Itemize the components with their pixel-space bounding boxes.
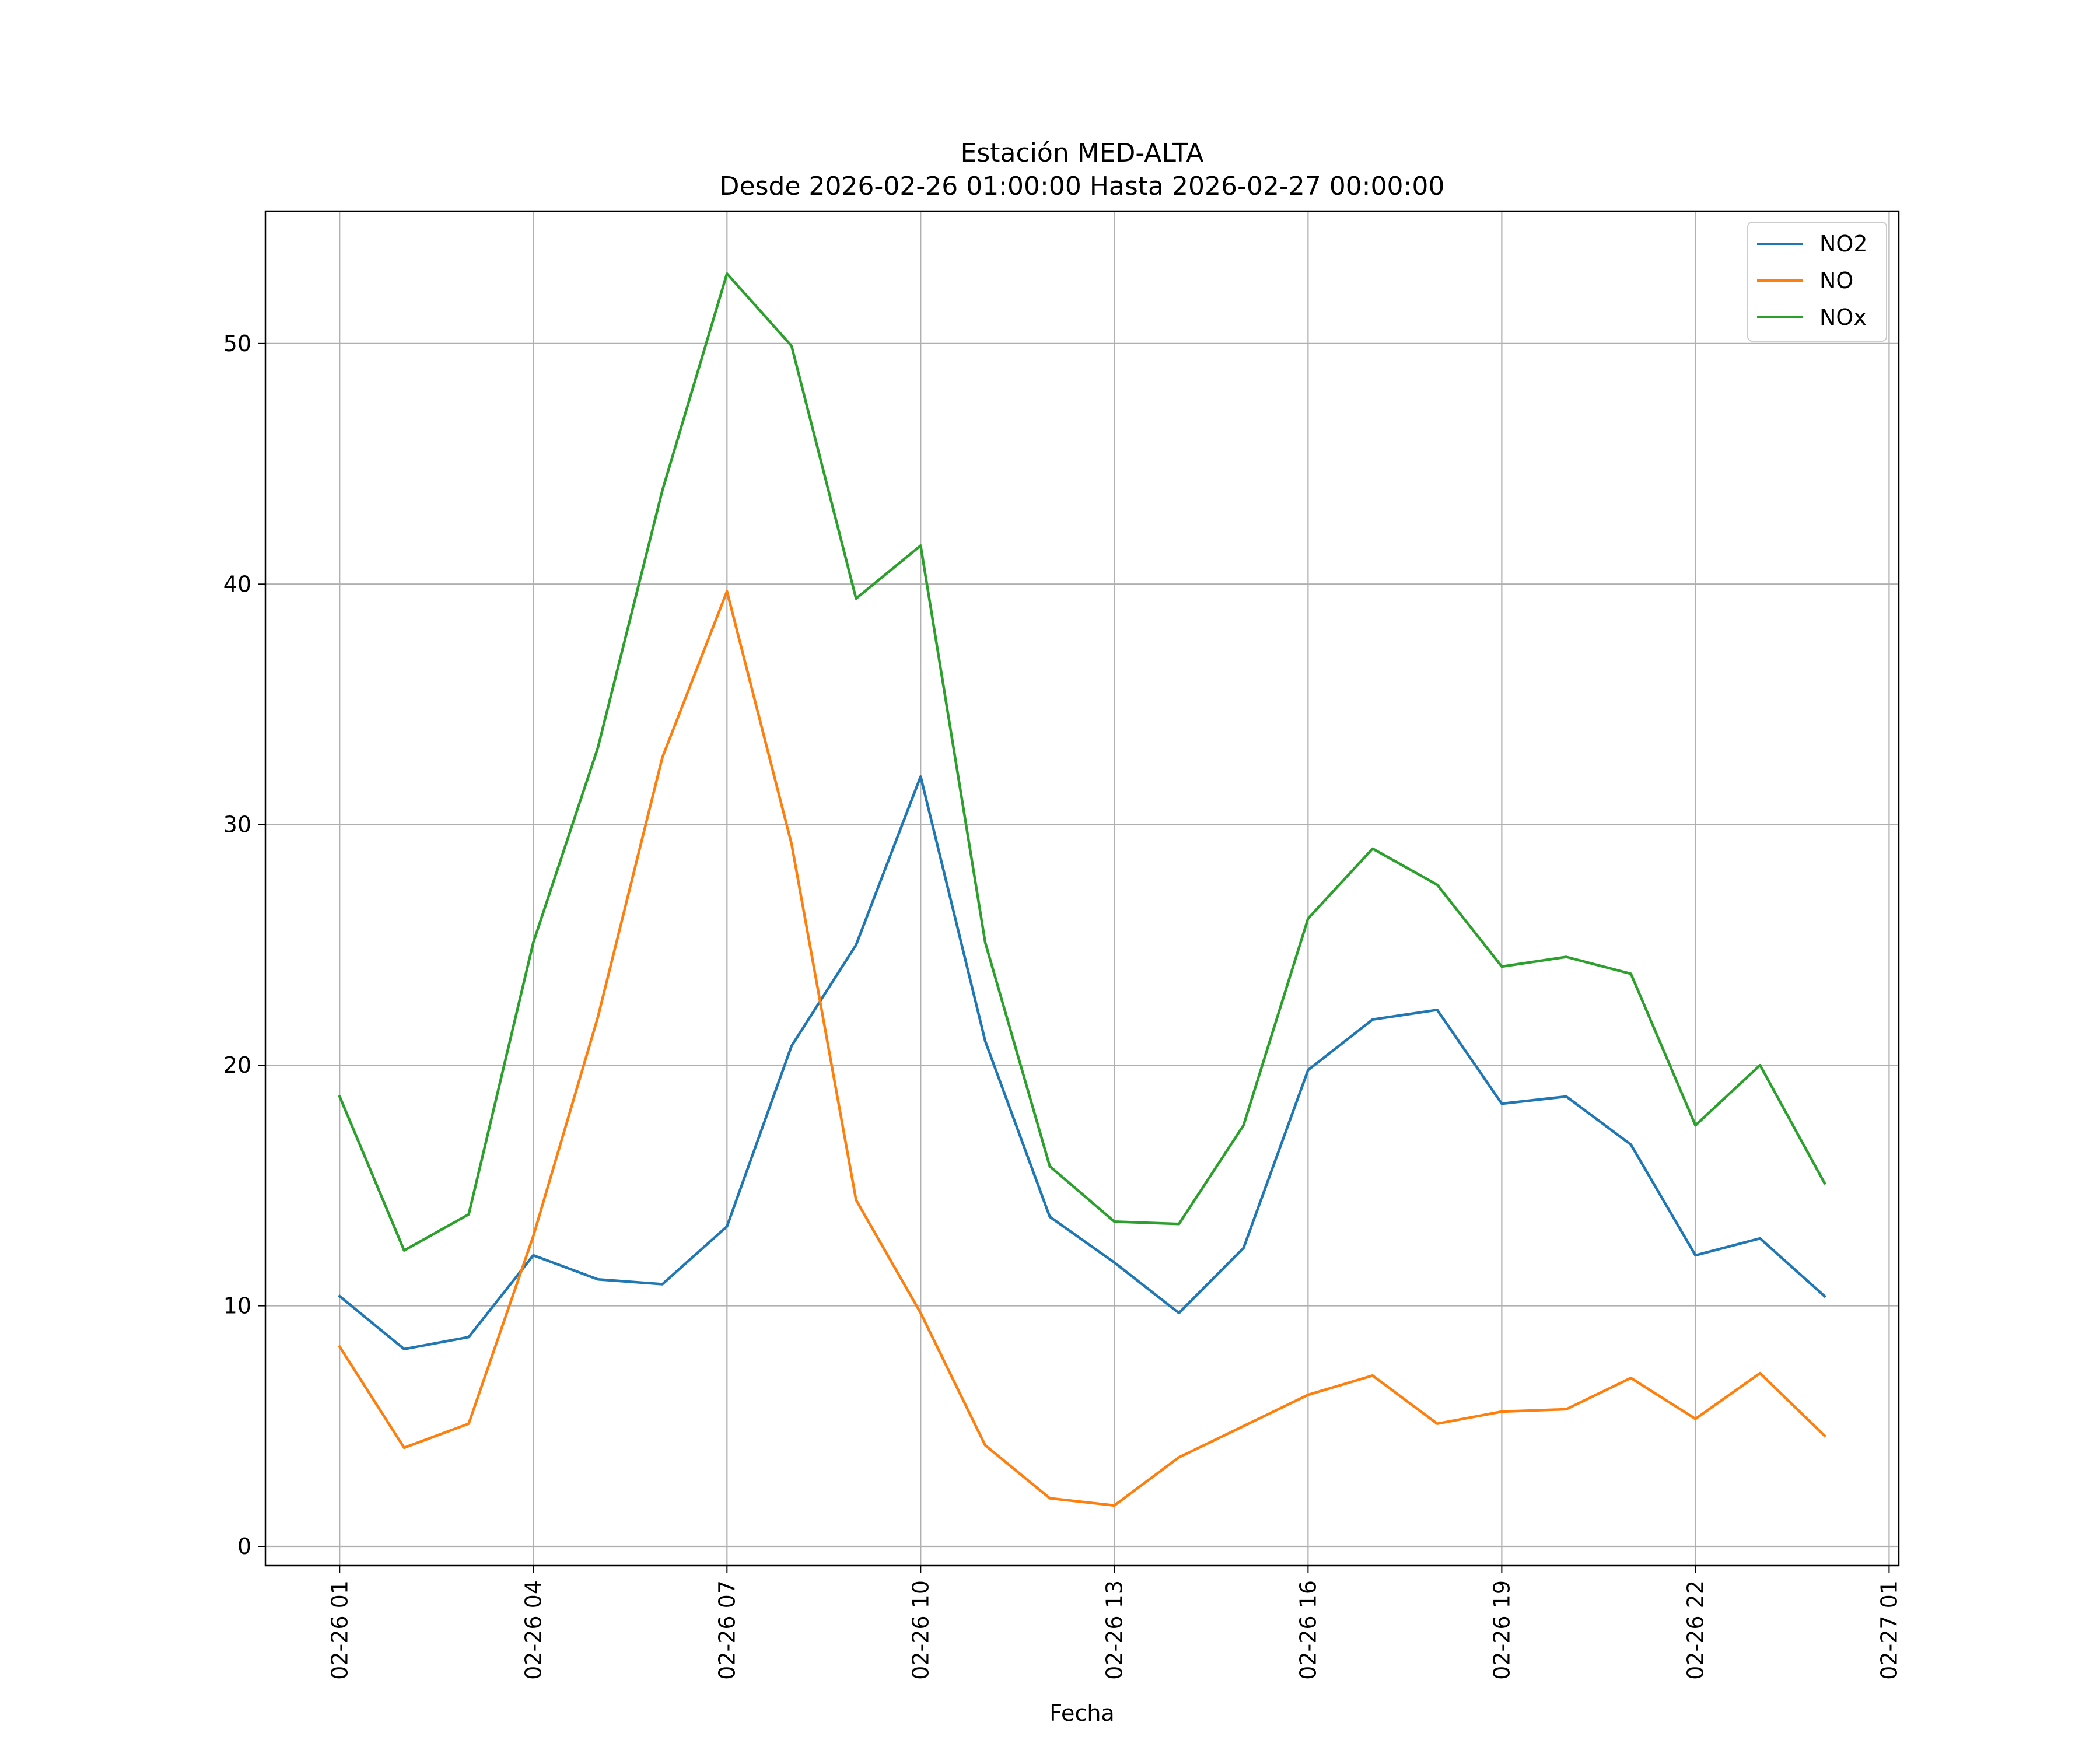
series-lines bbox=[338, 272, 1826, 1507]
x-tick-label: 02-26 19 bbox=[1489, 1580, 1514, 1680]
series-line-no bbox=[338, 590, 1826, 1507]
legend: NO2 NO NOx bbox=[1747, 222, 1887, 342]
x-tick-label: 02-26 04 bbox=[520, 1580, 546, 1680]
legend-label-no: NO bbox=[1819, 268, 1853, 293]
y-tick-label: 50 bbox=[223, 331, 251, 356]
x-tick-label: 02-26 13 bbox=[1101, 1580, 1127, 1680]
x-tick-label: 02-27 01 bbox=[1876, 1580, 1902, 1680]
chart-subtitle: Desde 2026-02-26 01:00:00 Hasta 2026-02-… bbox=[720, 172, 1445, 201]
y-tick-label: 0 bbox=[237, 1534, 251, 1559]
chart-title: Estación MED-ALTA bbox=[961, 138, 1204, 168]
y-tick-label: 20 bbox=[223, 1052, 251, 1078]
legend-label-nox: NOx bbox=[1819, 304, 1867, 330]
x-tick-label: 02-26 07 bbox=[714, 1580, 740, 1680]
x-tick-label: 02-26 16 bbox=[1295, 1580, 1321, 1680]
series-line-nox bbox=[338, 272, 1826, 1252]
legend-label-no2: NO2 bbox=[1819, 231, 1868, 257]
grid bbox=[265, 211, 1899, 1566]
y-tick-label: 10 bbox=[223, 1293, 251, 1319]
legend-box bbox=[1747, 222, 1887, 342]
plot-area-frame bbox=[264, 210, 1900, 1567]
series-line-no2 bbox=[338, 775, 1826, 1351]
y-tick-label: 30 bbox=[223, 812, 251, 838]
y-tick-label: 40 bbox=[223, 571, 251, 597]
x-tick-label: 02-26 22 bbox=[1682, 1580, 1708, 1680]
x-tick-label: 02-26 01 bbox=[327, 1580, 352, 1680]
x-axis-label: Fecha bbox=[1049, 1700, 1114, 1726]
ticks: 02-26 01 02-26 04 02-26 07 02-26 10 02-26 13… bbox=[223, 331, 1902, 1680]
x-tick-label: 02-26 10 bbox=[908, 1580, 933, 1680]
